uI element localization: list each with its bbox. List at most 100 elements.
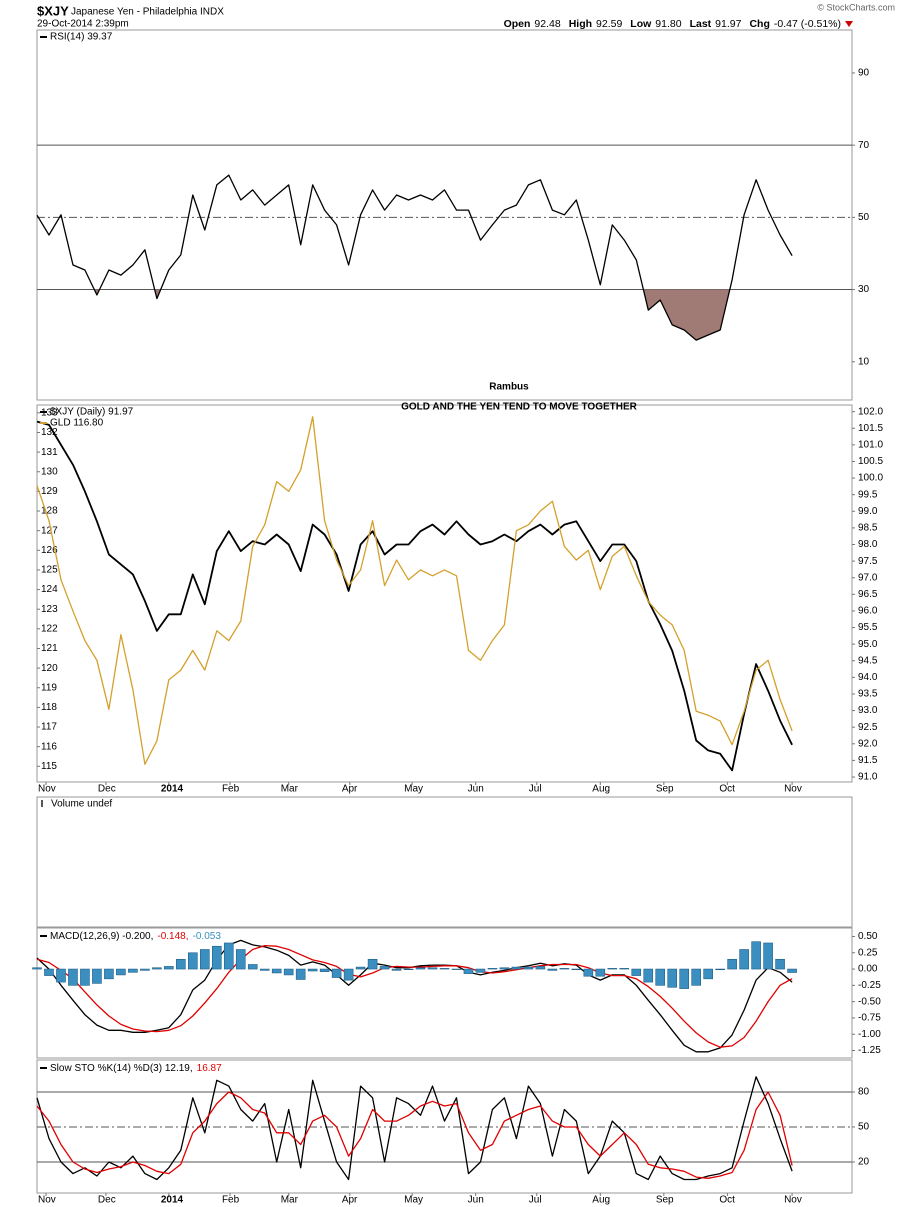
histogram-bar: [559, 968, 570, 970]
histogram-bar: [571, 968, 582, 971]
histogram-bar: [211, 945, 222, 970]
credit: © StockCharts.com: [817, 2, 895, 12]
histogram-bar: [176, 958, 186, 970]
legend-label: -0.148,: [157, 931, 188, 942]
oversold-fill: [94, 289, 730, 341]
histogram-bar: [643, 968, 654, 983]
x-tick-label: Sep: [656, 784, 674, 795]
histogram-bar: [32, 967, 42, 970]
histogram-bar: [295, 968, 306, 980]
y-tick-label: 117: [41, 722, 57, 733]
histogram-bar: [44, 968, 54, 976]
panel-title: GOLD AND THE YEN TEND TO MOVE TOGETHER: [401, 402, 638, 413]
histogram-bar: [152, 967, 162, 970]
symbol: $XJY: [37, 3, 69, 18]
quote-value: 92.48: [534, 18, 560, 30]
x-tick-label: 2014: [161, 784, 184, 795]
y-tick-label: 115: [41, 761, 57, 772]
histogram-bar: [343, 968, 354, 981]
y-tick-label: 133: [41, 407, 58, 418]
y-tick-label: 94.5: [858, 655, 878, 666]
series-line: [36, 174, 793, 341]
histogram-bar: [451, 968, 462, 970]
quote-label: High: [569, 18, 592, 30]
y-tick-label: 96.5: [858, 589, 878, 600]
histogram-bar: [619, 968, 630, 970]
x-tick-label: Oct: [719, 784, 735, 795]
histogram-bar: [188, 952, 198, 970]
y-tick-label: 20: [858, 1157, 870, 1168]
histogram-bar: [475, 968, 486, 973]
legend-label: -0.053: [193, 931, 222, 942]
histogram-bar: [140, 968, 150, 971]
legend-label: MACD(12,26,9) -0.200,: [50, 931, 153, 942]
y-tick-label: 10: [858, 356, 870, 367]
y-tick-label: 95.5: [858, 622, 878, 633]
y-tick-label: 93.0: [858, 705, 878, 716]
x-tick-label: Nov: [38, 1195, 56, 1206]
y-tick-label: 90: [858, 68, 870, 79]
series-line: [36, 1091, 793, 1179]
histogram-bar: [128, 968, 138, 973]
histogram-bar: [547, 968, 558, 971]
quote-label: Open: [504, 18, 531, 30]
x-tick-label: Sep: [656, 1195, 674, 1206]
x-tick-label: Aug: [592, 784, 610, 795]
quote-value: 91.97: [715, 18, 741, 30]
histogram-bar: [116, 968, 126, 976]
quote-label: Low: [630, 18, 652, 30]
legend-label: RSI(14) 39.37: [50, 32, 113, 43]
y-tick-label: 127: [41, 525, 58, 536]
histogram-bar: [511, 966, 522, 970]
x-tick-label: Apr: [342, 1195, 358, 1206]
histogram-bar: [331, 968, 342, 978]
x-tick-label: Mar: [281, 1195, 299, 1206]
y-tick-label: 97.0: [858, 572, 878, 583]
y-tick-label: 92.5: [858, 722, 878, 733]
x-tick-label: Dec: [98, 784, 116, 795]
y-tick-label: 116: [41, 741, 57, 752]
histogram-bar: [775, 958, 785, 970]
histogram-bar: [415, 967, 426, 970]
series-line: [36, 416, 793, 765]
histogram-bar: [739, 949, 749, 970]
date: 29-Oct-2014 2:39pm: [37, 19, 129, 30]
y-tick-label: 80: [858, 1087, 870, 1098]
y-tick-label: 30: [858, 284, 870, 295]
histogram-bar: [379, 966, 390, 970]
histogram-bar: [439, 968, 450, 970]
histogram-bar: [583, 968, 594, 977]
y-tick-label: 50: [858, 212, 870, 223]
panel-frame: [36, 927, 853, 1059]
y-tick-label: 92.0: [858, 738, 878, 749]
legend: MACD(12,26,9) -0.200, -0.148, -0.053: [50, 931, 221, 942]
y-tick-label: 97.5: [858, 556, 878, 567]
series-line: [36, 944, 793, 1048]
y-tick-label: 129: [41, 486, 58, 497]
histogram-bar: [247, 964, 258, 970]
histogram-bar: [751, 941, 761, 970]
histogram-bar: [607, 968, 618, 970]
y-tick-label: 128: [41, 506, 58, 517]
x-tick-label: May: [404, 1195, 423, 1206]
series-line: [36, 939, 793, 1053]
histogram-bar: [667, 968, 678, 988]
series-line: [36, 420, 793, 772]
y-tick-label: -1.00: [858, 1029, 881, 1040]
x-tick-label: Nov: [784, 1195, 802, 1206]
histogram-bar: [727, 958, 737, 970]
histogram-bar: [68, 968, 78, 986]
histogram-bar: [595, 968, 606, 977]
histogram-bar: [715, 968, 725, 971]
x-tick-label: Nov: [784, 784, 802, 795]
symbol-name: Japanese Yen - Philadelphia INDX: [71, 7, 224, 18]
x-tick-label: Dec: [98, 1195, 116, 1206]
histogram-bar: [271, 968, 282, 974]
histogram-bar: [259, 968, 270, 971]
y-tick-label: 98.5: [858, 523, 878, 534]
down-arrow: [845, 21, 853, 27]
x-tick-label: Mar: [281, 784, 299, 795]
histogram-bar: [427, 967, 438, 970]
